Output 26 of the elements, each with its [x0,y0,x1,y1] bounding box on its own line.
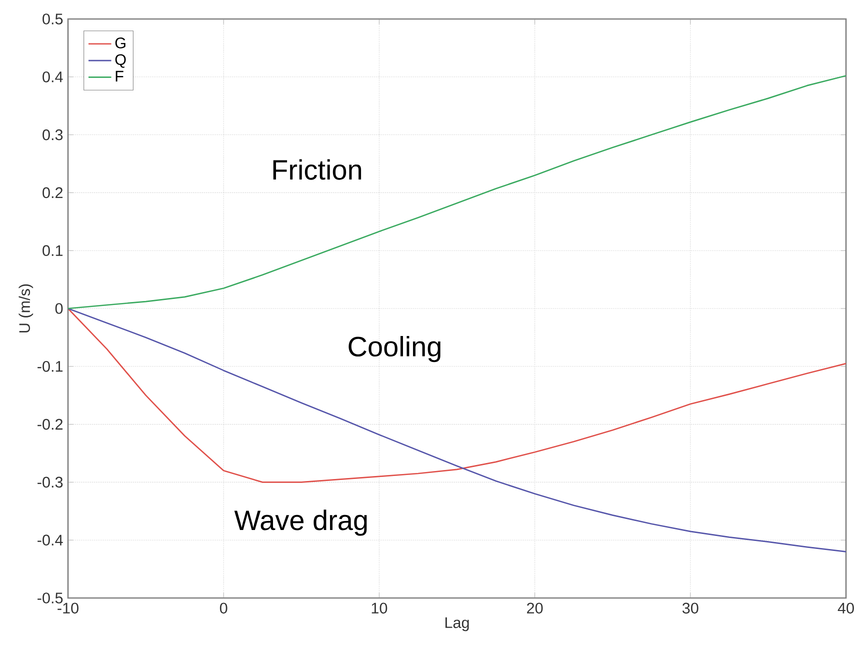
y-tick-label: 0.4 [42,71,63,82]
y-tick-label: 0.5 [42,14,63,24]
y-tick-label: -0.2 [38,418,63,430]
y-tick-label: 0.2 [42,187,63,198]
x-tick-label: 40 [838,602,854,614]
legend-label: Q [115,54,126,68]
x-tick-label: -10 [58,602,78,614]
x-tick-label: 20 [527,602,543,614]
x-axis-title: Lag [445,617,469,632]
annotation: Cooling [348,336,440,362]
x-tick-label: 30 [682,602,698,614]
legend-label: F [116,70,124,82]
y-tick-label: -0.3 [38,476,63,488]
annotation: Friction [273,159,362,180]
x-tick-label: 0 [220,602,228,614]
legend-label: G [115,38,126,48]
line-series [68,308,846,552]
y-tick-label: 0 [55,303,63,314]
y-tick-label: -0.5 [38,592,63,604]
y-tick-label: -0.4 [38,534,63,546]
y-tick-label: 0.3 [42,129,63,140]
y-axis-title: U (m/s) [18,284,34,332]
y-tick-label: 0.1 [42,245,63,256]
annotation: Wave drag [234,510,367,536]
y-tick-label: -0.1 [38,360,63,372]
x-tick-label: 10 [372,602,388,614]
